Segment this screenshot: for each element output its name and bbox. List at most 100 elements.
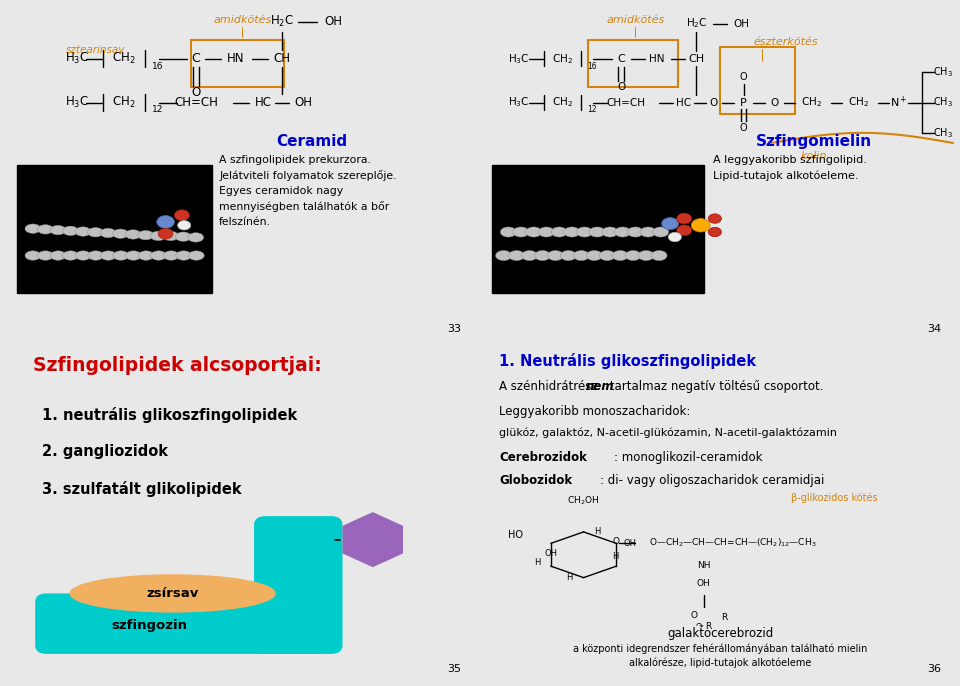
Ellipse shape (178, 221, 191, 230)
Ellipse shape (653, 227, 669, 237)
Ellipse shape (62, 226, 79, 235)
Text: β-glikozidos kötés: β-glikozidos kötés (791, 493, 877, 503)
Text: CH$_2$: CH$_2$ (849, 95, 869, 110)
Ellipse shape (551, 227, 567, 237)
Text: 12: 12 (152, 106, 163, 115)
Text: H: H (594, 528, 601, 536)
Ellipse shape (564, 227, 580, 237)
Text: tartalmaz negatív töltésű csoportot.: tartalmaz negatív töltésű csoportot. (606, 380, 824, 393)
Text: zsírsav: zsírsav (146, 587, 199, 600)
Ellipse shape (101, 251, 116, 260)
Text: amidkötés: amidkötés (213, 15, 272, 25)
Text: sztearinsav: sztearinsav (65, 45, 125, 56)
Text: : di- vagy oligoszacharidok ceramidjai: : di- vagy oligoszacharidok ceramidjai (600, 474, 825, 487)
Text: CH$_3$: CH$_3$ (933, 65, 953, 80)
Ellipse shape (691, 219, 710, 232)
Ellipse shape (509, 250, 524, 261)
Ellipse shape (50, 251, 66, 260)
Ellipse shape (156, 215, 175, 228)
Text: CH$_2$OH: CH$_2$OH (567, 495, 600, 507)
Text: 35: 35 (447, 664, 461, 674)
Text: 12: 12 (588, 106, 597, 115)
Ellipse shape (87, 228, 104, 237)
Ellipse shape (151, 231, 166, 241)
Text: H$_3$C: H$_3$C (65, 51, 89, 67)
Text: O—CH$_2$—CH—CH=CH—(CH$_2$)$_{12}$—CH$_3$: O—CH$_2$—CH—CH=CH—(CH$_2$)$_{12}$—CH$_3$ (650, 536, 817, 549)
Ellipse shape (614, 227, 631, 237)
Text: galaktocerebrozid: galaktocerebrozid (667, 627, 773, 640)
Ellipse shape (125, 230, 141, 239)
Text: HC: HC (676, 97, 691, 108)
Ellipse shape (163, 251, 180, 260)
Ellipse shape (500, 227, 516, 237)
Ellipse shape (126, 251, 141, 260)
Text: 3. szulfatált glikolipidek: 3. szulfatált glikolipidek (42, 481, 242, 497)
Text: A szfingolipidek prekurzora.
Jelátviteli folyamatok szereplője.
Egyes ceramidok : A szfingolipidek prekurzora. Jelátviteli… (219, 155, 396, 227)
Text: Cerebrozidok: Cerebrozidok (499, 451, 587, 464)
Ellipse shape (188, 233, 204, 242)
Text: CH$_2$: CH$_2$ (552, 95, 573, 110)
Text: CH=CH: CH=CH (174, 96, 218, 109)
Text: O: O (191, 86, 201, 99)
Text: Szfingomielin: Szfingomielin (756, 134, 872, 149)
Ellipse shape (668, 233, 682, 241)
Text: OH: OH (697, 579, 710, 588)
Ellipse shape (535, 250, 550, 261)
Text: OH: OH (544, 549, 558, 558)
Text: CH$_2$: CH$_2$ (552, 52, 573, 66)
Ellipse shape (37, 224, 54, 234)
Text: CH$_2$: CH$_2$ (802, 95, 822, 110)
Text: H$_2$C: H$_2$C (270, 14, 294, 29)
Ellipse shape (627, 227, 643, 237)
Ellipse shape (137, 230, 154, 240)
FancyBboxPatch shape (16, 165, 212, 292)
Text: C: C (617, 54, 625, 64)
Text: 1. Neutrális glikoszfingolipidek: 1. Neutrális glikoszfingolipidek (499, 353, 756, 369)
Ellipse shape (70, 575, 275, 612)
Text: Leggyakoribb monoszacharidok:: Leggyakoribb monoszacharidok: (499, 405, 690, 418)
Text: HN: HN (649, 54, 664, 64)
FancyBboxPatch shape (36, 593, 328, 654)
Ellipse shape (577, 227, 592, 237)
Text: a központi idegrendszer fehérállományában található mielin
alkalórésze, lipid-tu: a központi idegrendszer fehérállományába… (573, 644, 867, 668)
Ellipse shape (151, 251, 166, 260)
Text: R: R (722, 613, 728, 622)
Text: H$_3$C: H$_3$C (65, 95, 89, 110)
Text: O: O (709, 97, 718, 108)
Ellipse shape (589, 227, 605, 237)
Ellipse shape (513, 227, 529, 237)
Ellipse shape (113, 251, 129, 260)
Text: CH: CH (688, 54, 705, 64)
Ellipse shape (640, 227, 656, 237)
Text: : monoglikozil-ceramidok: : monoglikozil-ceramidok (614, 451, 762, 464)
Text: HN: HN (227, 52, 244, 65)
Text: Ceramid: Ceramid (276, 134, 348, 149)
Ellipse shape (561, 250, 576, 261)
Text: O: O (617, 82, 625, 93)
Text: CH$_2$: CH$_2$ (112, 95, 135, 110)
Ellipse shape (75, 227, 91, 236)
Text: NH: NH (697, 560, 710, 569)
Ellipse shape (25, 251, 40, 260)
Ellipse shape (547, 250, 564, 261)
Ellipse shape (539, 227, 555, 237)
Text: A leggyakoribb szfingolipid.
Lipid-tutajok alkotóeleme.: A leggyakoribb szfingolipid. Lipid-tutaj… (713, 155, 867, 181)
Text: OH: OH (733, 19, 749, 29)
Text: H$_3$C: H$_3$C (509, 95, 530, 110)
Text: CH$_3$: CH$_3$ (933, 95, 953, 110)
Text: glükóz, galaktóz, N-acetil-glükózamin, N-acetil-galaktózamin: glükóz, galaktóz, N-acetil-glükózamin, N… (499, 427, 837, 438)
Text: OH: OH (294, 96, 312, 109)
Ellipse shape (708, 214, 721, 223)
Ellipse shape (526, 227, 541, 237)
Text: H: H (534, 558, 540, 567)
Ellipse shape (175, 210, 189, 221)
Text: $\curvearrowright$R: $\curvearrowright$R (694, 620, 713, 631)
Text: A szénhidrátrész: A szénhidrátrész (499, 380, 601, 393)
Text: 34: 34 (927, 324, 941, 335)
Text: OH: OH (324, 15, 342, 28)
Text: N$^+$: N$^+$ (890, 95, 907, 110)
Text: O: O (770, 97, 779, 108)
Ellipse shape (677, 213, 692, 224)
Text: O: O (740, 123, 747, 133)
Ellipse shape (100, 228, 116, 238)
